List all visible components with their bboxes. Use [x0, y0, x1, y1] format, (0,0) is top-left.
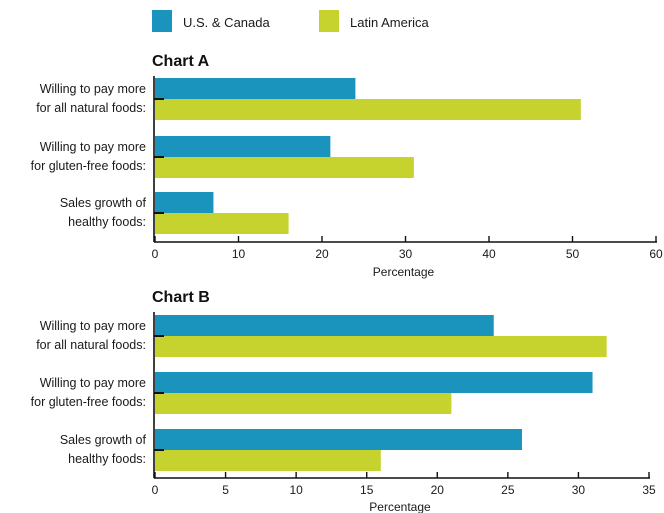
legend: U.S. & Canada Latin America [152, 10, 430, 32]
x-tick-label: 10 [289, 483, 303, 497]
x-tick-label: 30 [572, 483, 586, 497]
x-tick-label: 20 [431, 483, 445, 497]
x-tick-label: 10 [232, 247, 246, 261]
bar-us-canada-0 [155, 315, 494, 336]
legend-swatch-us-canada [152, 10, 172, 32]
chart-title: Chart B [152, 289, 210, 306]
bar-latin-america-0 [155, 336, 607, 357]
legend-label-latin-america: Latin America [350, 15, 430, 30]
bar-us-canada-2 [155, 429, 522, 450]
chart-b: Chart B Willing to pay more for all natura… [31, 289, 656, 513]
x-tick-label: 0 [152, 483, 159, 497]
x-tick-label: 50 [566, 247, 580, 261]
bar-latin-america-0 [155, 99, 581, 120]
x-tick-label: 0 [152, 247, 159, 261]
bar-latin-america-2 [155, 213, 289, 234]
bar-us-canada-2 [155, 192, 214, 213]
x-tick-label: 60 [649, 247, 663, 261]
category-label: Sales growth of healthy foods: [60, 433, 147, 466]
category-label: Sales growth of healthy foods: [60, 196, 147, 229]
category-label: Willing to pay more for gluten-free foods… [31, 140, 146, 173]
x-tick-label: 30 [399, 247, 413, 261]
chart-title: Chart A [152, 53, 210, 70]
category-label: Willing to pay more for all natural foods… [36, 319, 146, 352]
x-axis-title: Percentage [369, 500, 431, 513]
x-tick-label: 25 [501, 483, 515, 497]
chart-a: Chart A Willing to pay more for all natura… [31, 53, 663, 279]
bar-latin-america-1 [155, 157, 414, 178]
x-axis-title: Percentage [373, 265, 435, 279]
bar-us-canada-0 [155, 78, 356, 99]
bar-latin-america-2 [155, 450, 381, 471]
legend-swatch-latin-america [319, 10, 339, 32]
bar-us-canada-1 [155, 372, 593, 393]
legend-label-us-canada: U.S. & Canada [183, 15, 270, 30]
x-tick-label: 40 [482, 247, 496, 261]
category-label: Willing to pay more for all natural foods… [36, 82, 146, 115]
bar-us-canada-1 [155, 136, 331, 157]
x-tick-label: 15 [360, 483, 374, 497]
x-tick-label: 20 [315, 247, 329, 261]
x-tick-label: 35 [642, 483, 656, 497]
category-label: Willing to pay more for gluten-free foods… [31, 376, 146, 409]
bar-latin-america-1 [155, 393, 452, 414]
x-tick-label: 5 [222, 483, 229, 497]
